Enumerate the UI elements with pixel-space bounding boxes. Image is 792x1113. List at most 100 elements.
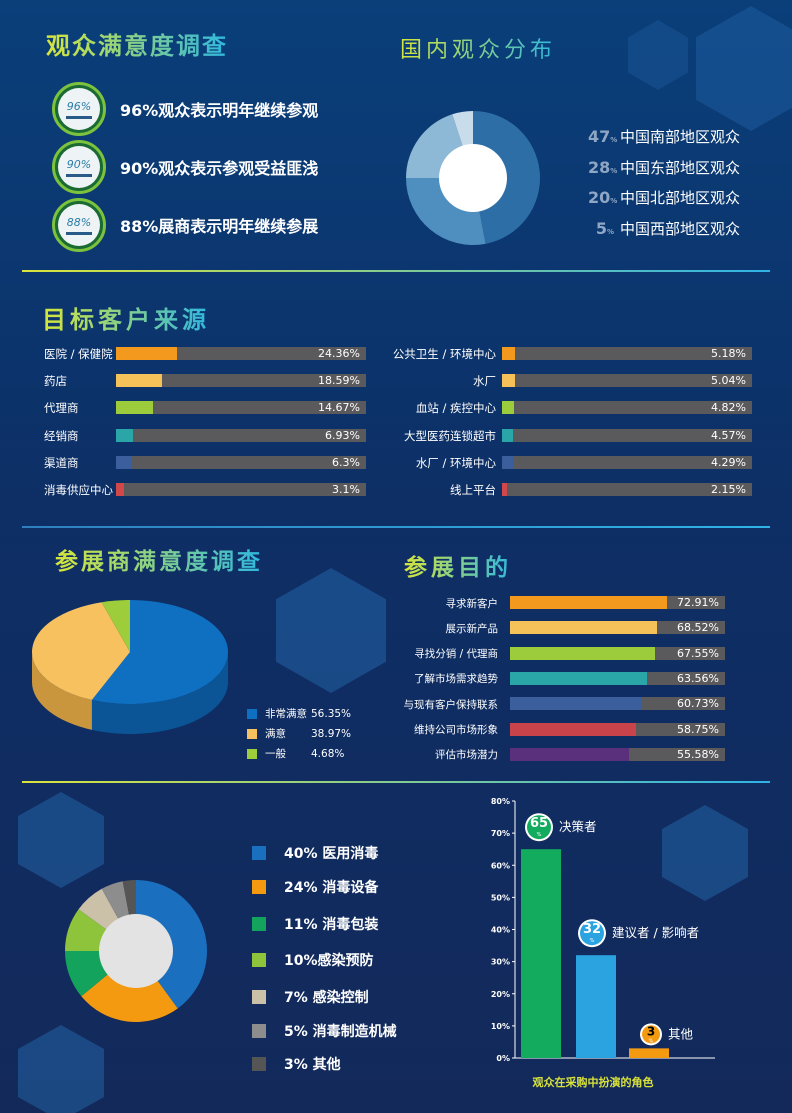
bar-row: 寻求新客户 72.91%	[0, 596, 792, 610]
category-label: 7% 感染控制	[284, 990, 369, 1006]
category-label: 24% 消毒设备	[284, 880, 379, 896]
bar-fill	[116, 455, 132, 469]
bar-fill	[502, 428, 514, 442]
bar-value: 68.52%	[677, 621, 719, 635]
bar-fill	[116, 347, 177, 360]
bar-label: 渠道商	[44, 455, 79, 470]
bar-fill	[502, 483, 508, 496]
bar-label: 公共卫生 / 环境中心	[392, 347, 496, 361]
value-badge-unit: %	[537, 832, 542, 838]
satisfaction-item: 88% 88%展商表示明年继续参展	[52, 198, 318, 252]
bar-label: 大型医药连锁超市	[404, 428, 496, 443]
bar-label: 与现有客户保持联系	[403, 698, 499, 711]
bar-track: 3.1%	[116, 483, 366, 496]
bar-row: 线上平台 2.15%	[0, 483, 792, 497]
bar-label: 展示新产品	[445, 622, 499, 635]
satisfaction-text: 88%展商表示明年继续参展	[120, 217, 319, 236]
bar-fill	[510, 596, 667, 609]
bar-value: 6.3%	[332, 455, 360, 469]
legend-swatch	[252, 917, 266, 931]
satisfaction-item: 90% 90%观众表示参观受益匪浅	[52, 140, 318, 194]
value-badge-number: 65	[530, 816, 548, 831]
bar-value: 60.73%	[677, 697, 719, 711]
bar-label: 寻求新客户	[445, 597, 499, 610]
donut-hole	[439, 144, 507, 212]
bar-value: 18.59%	[318, 374, 360, 388]
category-legend-item: 7% 感染控制	[252, 987, 369, 1007]
bar-fill	[510, 646, 656, 660]
bar-track: 4.57%	[502, 428, 752, 442]
y-tick-label: 10%	[491, 1022, 510, 1031]
distribution-legend-item: 20% 中国北部地区观众	[588, 187, 740, 208]
y-tick-label: 30%	[491, 958, 510, 967]
bar-value: 14.67%	[318, 401, 360, 415]
exhibitor-legend-item: 非常满意 56.35%	[247, 706, 351, 721]
bar-value: 6.93%	[325, 428, 360, 442]
category-legend-item: 24% 消毒设备	[252, 877, 378, 897]
distribution-percent: 5%	[595, 219, 614, 238]
section-divider	[22, 526, 770, 528]
category-legend-item: 40% 医用消毒	[252, 843, 378, 863]
badge-underline	[66, 231, 92, 235]
bar-label: 了解市场需求趋势	[414, 673, 498, 686]
bar-row: 评估市场潜力 55.58%	[0, 747, 792, 762]
donut-hole	[99, 914, 173, 988]
bar-row: 经销商 6.93%	[0, 428, 792, 443]
role-bar	[521, 849, 561, 1058]
y-tick-label: 0%	[496, 1054, 510, 1063]
bar-track: 67.55%	[510, 646, 725, 660]
bar-label: 评估市场潜力	[435, 749, 498, 762]
bar-label: 血站 / 疾控中心	[415, 401, 496, 416]
legend-swatch	[252, 1057, 266, 1071]
category-label: 40% 医用消毒	[284, 846, 379, 862]
bar-fill	[510, 722, 637, 736]
bar-label: 水厂	[473, 374, 496, 389]
bar-row: 公共卫生 / 环境中心 5.18%	[0, 347, 792, 361]
satisfaction-text: 96%观众表示明年继续参观	[120, 101, 319, 120]
bar-track: 2.15%	[502, 483, 752, 496]
bar-value: 2.15%	[711, 483, 746, 496]
value-badge-unit: %	[649, 1038, 654, 1044]
bar-fill	[116, 401, 153, 415]
bar-track: 5.04%	[502, 374, 752, 388]
legend-label: 一般	[265, 748, 286, 760]
legend-swatch	[252, 1024, 266, 1038]
decor-hexagon	[628, 20, 688, 90]
legend-label: 非常满意	[265, 708, 307, 720]
badge-value: 90%	[66, 157, 92, 171]
bar-label: 药店	[44, 374, 67, 389]
distribution-label: 中国东部地区观众	[620, 159, 741, 177]
distribution-label: 中国北部地区观众	[620, 189, 741, 207]
legend-value: 4.68%	[311, 747, 345, 760]
category-label: 其他	[668, 1026, 694, 1041]
exhibitor-legend-item: 一般 4.68%	[247, 746, 344, 761]
bar-label: 消毒供应中心	[44, 483, 113, 497]
bar-value: 3.1%	[332, 483, 360, 496]
bar-value: 63.56%	[677, 671, 719, 685]
distribution-percent: 28%	[588, 158, 618, 177]
bar-label: 水厂 / 环境中心	[415, 455, 496, 470]
section-divider	[22, 781, 770, 783]
y-tick-label: 20%	[491, 990, 510, 999]
legend-swatch	[247, 748, 257, 759]
pie-slice	[101, 600, 130, 652]
distribution-legend-item: 47% 中国南部地区观众	[588, 126, 740, 147]
y-tick-label: 40%	[491, 926, 510, 935]
bar-label: 代理商	[44, 401, 79, 416]
badge-value: 88%	[66, 215, 92, 229]
pie-slice	[32, 602, 131, 700]
category-label: 11% 消毒包装	[284, 917, 379, 933]
bar-value: 5.04%	[711, 374, 746, 388]
bar-row: 了解市场需求趋势 63.56%	[0, 671, 792, 686]
bar-track: 24.36%	[116, 347, 366, 360]
bar-row: 展示新产品 68.52%	[0, 621, 792, 635]
legend-swatch	[252, 880, 266, 894]
exhibitor-title: 参展商满意度调查	[55, 542, 263, 576]
legend-value: 56.35%	[311, 707, 352, 720]
bar-value: 55.58%	[677, 747, 719, 761]
distribution-percent: 47%	[588, 127, 618, 146]
bar-fill	[510, 697, 641, 711]
category-legend-item: 5% 消毒制造机械	[252, 1021, 397, 1041]
categories-donut-chart	[65, 880, 207, 1022]
roles-bar-chart: 0% 10% 20% 30% 40% 50% 60% 70% 80% 65% 决策者 32% 建议者 /…	[491, 797, 715, 1089]
